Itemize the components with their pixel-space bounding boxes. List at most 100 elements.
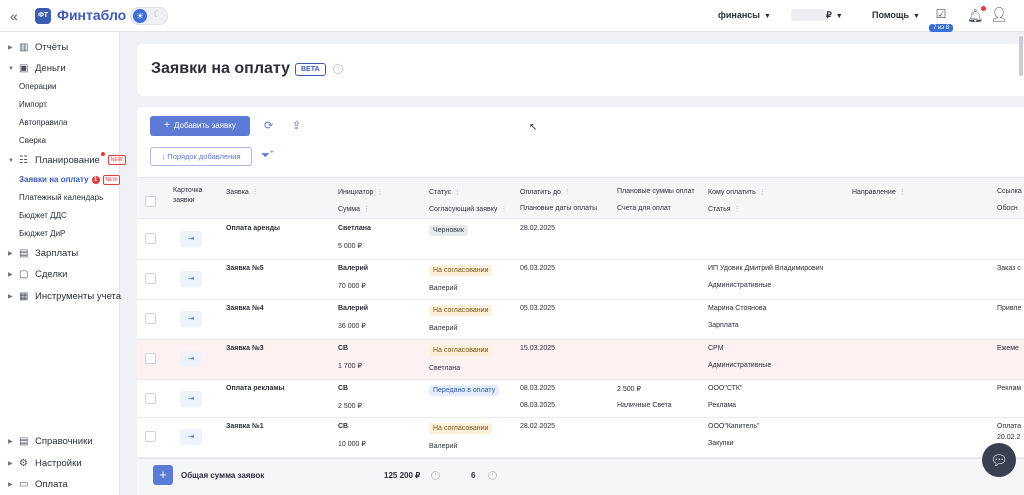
open-card-icon[interactable]: ⇥ xyxy=(180,231,202,247)
link: Оплата xyxy=(997,423,1022,430)
bell-icon: 🔔︎ xyxy=(967,8,984,23)
row-checkbox[interactable] xyxy=(145,273,156,284)
col-label: Статья xyxy=(708,206,731,213)
table-row[interactable]: ⇥ Заявка №5 Валерий 70 000 ₽ На согласовании… xyxy=(137,260,1024,300)
add-row-button[interactable]: + xyxy=(153,465,173,485)
currency-select[interactable]: ₽ ▼ xyxy=(826,10,843,21)
request-name: Заявка №4 xyxy=(226,305,264,312)
col-label: Инициатор xyxy=(338,189,374,196)
filter-add-icon[interactable]: ⏷+ xyxy=(261,149,274,162)
sidebar-sub-autorules[interactable]: Автоправила xyxy=(19,118,68,127)
add-request-button[interactable]: + Добавить заявку xyxy=(150,116,250,136)
sidebar-item-settings[interactable]: ▶ ⚙ Настройки xyxy=(0,455,120,473)
initiator: Светлана xyxy=(338,225,371,232)
sidebar-item-label: Планирование xyxy=(35,155,100,166)
col-amount[interactable]: Сумма ⋮ xyxy=(338,205,370,213)
sidebar-sub-pnl-budget[interactable]: Бюджет ДиР xyxy=(19,229,66,238)
amount: 36 000 ₽ xyxy=(338,323,366,330)
tasks-button[interactable]: ☑ 7 из 8 xyxy=(929,5,953,32)
info-icon[interactable]: i xyxy=(333,64,343,74)
column-menu-icon: ⋮ xyxy=(898,189,906,196)
payee: ООО"Капитель" xyxy=(708,423,760,430)
open-card-icon[interactable]: ⇥ xyxy=(180,391,202,407)
col-label: Направление xyxy=(852,189,896,196)
help-menu[interactable]: Помощь ▼ xyxy=(872,10,920,20)
row-checkbox[interactable] xyxy=(145,393,156,404)
link: Ежеме xyxy=(997,345,1019,352)
user-icon[interactable]: 👤︎ xyxy=(990,6,1008,22)
col-direction[interactable]: Направление ⋮ xyxy=(852,188,906,196)
col-approver[interactable]: Согласующий заявку ⋮ xyxy=(429,205,507,213)
sidebar-item-label: Оплата xyxy=(35,479,68,490)
page-scrollbar[interactable] xyxy=(1019,36,1023,76)
sidebar-item-references[interactable]: ▶ ▤ Справочники xyxy=(0,433,120,451)
person-card-icon: ▤ xyxy=(19,248,29,259)
sidebar-item-reports[interactable]: ▶ ▥ Отчёты xyxy=(0,39,120,57)
row-checkbox[interactable] xyxy=(145,431,156,442)
col-status[interactable]: Статус ⋮ xyxy=(429,188,461,196)
sidebar-sub-payment-calendar[interactable]: Платежный календарь xyxy=(19,193,104,202)
table-row[interactable]: ⇥ Заявка №3 СВ 1 700 ₽ На согласовании Светла… xyxy=(137,340,1024,380)
sidebar-sub-operations[interactable]: Операции xyxy=(19,82,57,91)
table-row[interactable]: ⇥ Заявка №4 Валерий 36 000 ₽ На согласовании… xyxy=(137,300,1024,340)
approver: Валерий xyxy=(429,285,458,292)
table-header: Карточка заявки Заявка ⋮ Инициатор ⋮ Сумма… xyxy=(137,177,1024,219)
payee: CPM xyxy=(708,345,724,352)
unread-dot xyxy=(100,152,105,156)
help-label: Помощь xyxy=(872,10,910,20)
chevron-right-icon: ▶ xyxy=(8,439,13,445)
chevron-down-icon: ▼ xyxy=(8,158,14,164)
amount: 70 000 ₽ xyxy=(338,283,366,290)
beta-badge: BETA xyxy=(295,63,326,76)
open-card-icon[interactable]: ⇥ xyxy=(180,429,202,445)
approver: Светлана xyxy=(429,365,461,372)
table-row[interactable]: ⇥ Оплата аренды Светлана 5 000 ₽ Черновик 28.… xyxy=(137,220,1024,260)
sidebar-sub-cashflow-budget[interactable]: Бюджет ДДС xyxy=(19,211,67,220)
open-card-icon[interactable]: ⇥ xyxy=(180,271,202,287)
col-label: Кому оплатить xyxy=(708,189,756,196)
sidebar-item-planning[interactable]: ▼ ☷ Планирование NEW xyxy=(0,152,126,170)
sidebar-item-money[interactable]: ▼ ▣ Деньги xyxy=(0,60,120,78)
sun-icon: ☀ xyxy=(133,9,147,23)
chevron-down-icon: ▼ xyxy=(835,13,843,20)
row-checkbox[interactable] xyxy=(145,313,156,324)
sidebar-item-salaries[interactable]: ▶ ▤ Зарплаты xyxy=(0,245,120,263)
company-select[interactable]: финансы ▼ xyxy=(718,10,771,20)
sidebar-item-accounting-tools[interactable]: ▶ ▦ Инструменты учета xyxy=(0,288,121,306)
col-payee[interactable]: Кому оплатить ⋮ xyxy=(708,188,766,196)
chat-support-button[interactable]: 💬︎ xyxy=(982,443,1016,477)
row-checkbox[interactable] xyxy=(145,353,156,364)
logo-text[interactable]: Финтабло xyxy=(57,7,127,23)
sidebar-item-billing[interactable]: ▶ ▭ Оплата xyxy=(0,476,120,494)
info-icon[interactable]: i xyxy=(488,471,497,480)
table-row[interactable]: ⇥ Заявка №1 СВ 10 000 ₽ На согласовании Валер… xyxy=(137,418,1024,458)
col-article[interactable]: Статья ⋮ xyxy=(708,205,741,213)
link: Привле xyxy=(997,305,1022,312)
select-all-checkbox[interactable] xyxy=(145,196,156,207)
table-row[interactable]: ⇥ Оплата рекламы СВ 2 500 ₽ Передано в оплат… xyxy=(137,380,1024,418)
col-planned-sums: Плановые суммы оплат xyxy=(617,188,695,195)
open-card-icon[interactable]: ⇥ xyxy=(180,311,202,327)
col-request[interactable]: Заявка ⋮ xyxy=(226,188,259,196)
sidebar-sub-reconcile[interactable]: Сверка xyxy=(19,136,46,145)
moon-icon: ☾ xyxy=(153,9,162,19)
column-menu-icon: ⋮ xyxy=(376,189,384,196)
theme-toggle[interactable]: ☀ ☾ xyxy=(130,7,168,25)
col-initiator[interactable]: Инициатор ⋮ xyxy=(338,188,383,196)
column-menu-icon: ⋮ xyxy=(454,189,462,196)
sidebar-sub-payment-requests[interactable]: Заявки на оплату 1 NEW xyxy=(19,172,121,188)
sidebar-sub-import[interactable]: Импорт xyxy=(19,100,47,109)
info-icon[interactable]: i xyxy=(431,471,440,480)
sort-order-button[interactable]: ↓ Порядок добавления xyxy=(150,147,252,166)
sidebar-item-deals[interactable]: ▶ ▢ Сделки xyxy=(0,266,120,284)
total-count: 6 xyxy=(471,471,476,480)
col-bills: Счета для оплат xyxy=(617,205,671,212)
open-card-icon[interactable]: ⇥ xyxy=(180,351,202,367)
notifications-button[interactable]: 🔔︎ xyxy=(967,6,986,24)
export-icon[interactable]: ⇪ xyxy=(292,120,302,132)
col-pay-by[interactable]: Оплатить до ⋮ xyxy=(520,188,571,196)
refresh-icon[interactable]: ⟳ xyxy=(264,120,274,132)
row-checkbox[interactable] xyxy=(145,233,156,244)
col-link: Ссылка xyxy=(997,188,1022,195)
collapse-sidebar-icon[interactable]: « xyxy=(10,8,18,24)
